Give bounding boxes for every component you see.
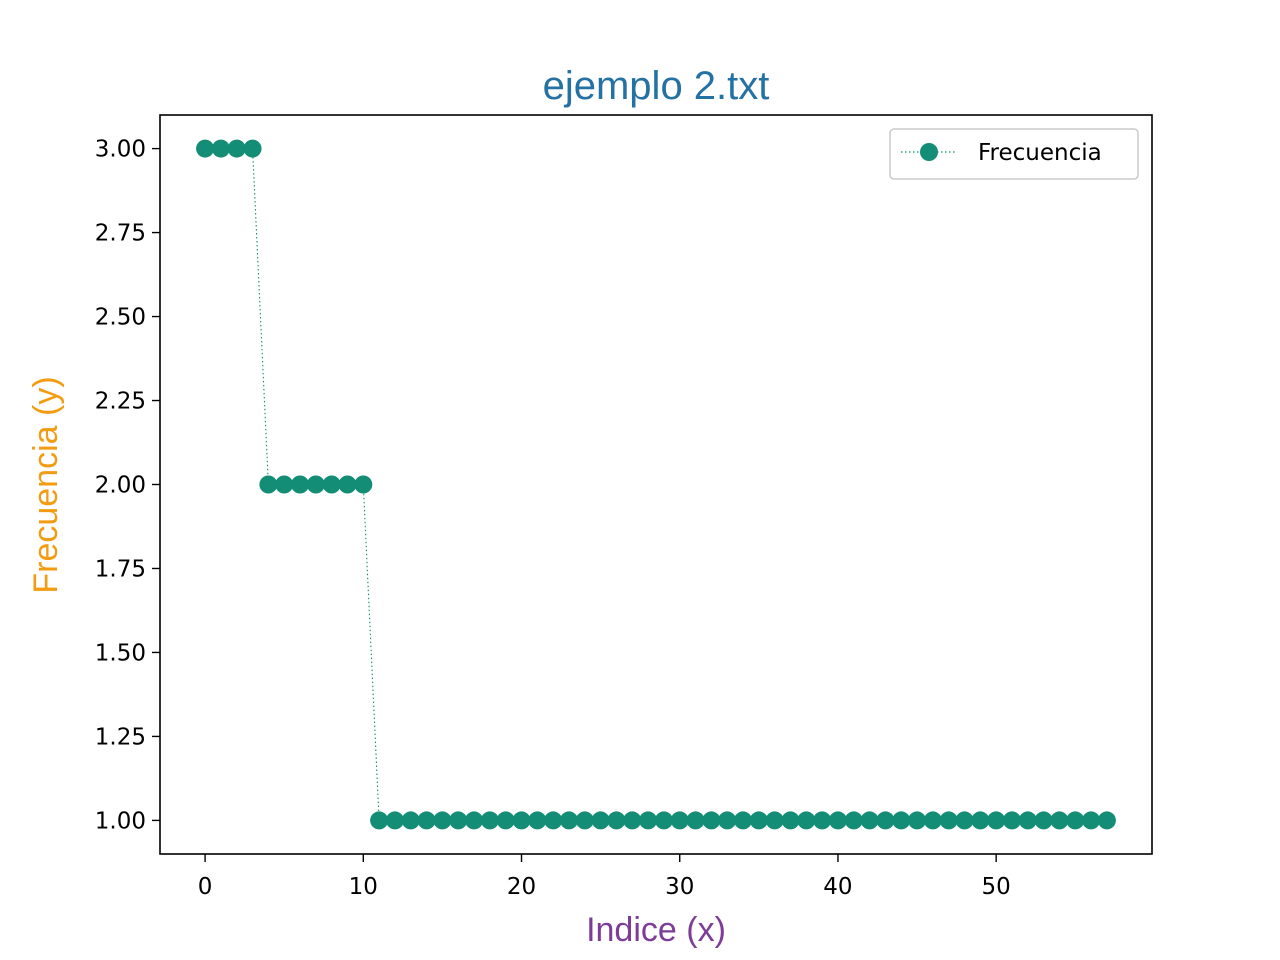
data-point bbox=[591, 811, 610, 830]
y-axis: 1.00 1.25 1.50 1.75 2.00 2.25 2.50 2.75 3.00 bbox=[95, 137, 160, 834]
data-point bbox=[923, 811, 942, 830]
x-tick-label: 30 bbox=[665, 874, 694, 900]
data-point bbox=[338, 475, 357, 494]
data-point bbox=[971, 811, 990, 830]
x-tick-label: 0 bbox=[198, 874, 213, 900]
plot-area bbox=[159, 114, 1153, 855]
data-point bbox=[813, 811, 832, 830]
x-tick-label: 10 bbox=[349, 874, 378, 900]
data-point bbox=[433, 811, 452, 830]
data-point bbox=[607, 811, 626, 830]
data-point bbox=[496, 811, 515, 830]
data-point bbox=[939, 811, 958, 830]
x-tick-label: 50 bbox=[982, 874, 1011, 900]
data-point bbox=[211, 139, 230, 158]
y-tick-label: 2.25 bbox=[95, 389, 146, 415]
data-point bbox=[449, 811, 468, 830]
data-point bbox=[1018, 811, 1037, 830]
data-point bbox=[623, 811, 642, 830]
data-point bbox=[797, 811, 816, 830]
y-tick-label: 2.50 bbox=[95, 305, 146, 331]
y-tick-label: 1.00 bbox=[95, 808, 146, 834]
data-point bbox=[860, 811, 879, 830]
y-axis-label: Frecuencia (y) bbox=[27, 376, 65, 593]
data-point bbox=[781, 811, 800, 830]
data-point bbox=[227, 139, 246, 158]
data-point bbox=[876, 811, 895, 830]
data-point bbox=[259, 475, 278, 494]
data-point bbox=[480, 811, 499, 830]
data-point bbox=[559, 811, 578, 830]
y-tick-label: 3.00 bbox=[95, 137, 146, 163]
data-point bbox=[196, 139, 215, 158]
data-point bbox=[908, 811, 927, 830]
legend-entry-frecuencia: Frecuencia bbox=[978, 140, 1102, 166]
x-tick-label: 40 bbox=[823, 874, 852, 900]
y-tick-label: 2.00 bbox=[95, 473, 146, 499]
data-point bbox=[686, 811, 705, 830]
data-point bbox=[639, 811, 658, 830]
data-point bbox=[734, 811, 753, 830]
data-point bbox=[1002, 811, 1021, 830]
data-point bbox=[1034, 811, 1053, 830]
data-point bbox=[385, 811, 404, 830]
data-point bbox=[1066, 811, 1085, 830]
data-point bbox=[955, 811, 974, 830]
data-point bbox=[828, 811, 847, 830]
data-point bbox=[354, 475, 373, 494]
data-point bbox=[1082, 811, 1101, 830]
y-tick-label: 1.75 bbox=[95, 556, 146, 582]
data-point bbox=[1097, 811, 1116, 830]
data-point bbox=[702, 811, 721, 830]
data-point bbox=[544, 811, 563, 830]
data-point bbox=[322, 475, 341, 494]
data-point bbox=[512, 811, 531, 830]
data-point bbox=[370, 811, 389, 830]
x-tick-label: 20 bbox=[507, 874, 536, 900]
data-point bbox=[291, 475, 310, 494]
data-point bbox=[987, 811, 1006, 830]
y-tick-label: 2.75 bbox=[95, 221, 146, 247]
data-point bbox=[575, 811, 594, 830]
data-point bbox=[1050, 811, 1069, 830]
data-point bbox=[892, 811, 911, 830]
data-point bbox=[765, 811, 784, 830]
data-point bbox=[306, 475, 325, 494]
data-point bbox=[670, 811, 689, 830]
series-layer bbox=[196, 139, 1116, 830]
data-point bbox=[401, 811, 420, 830]
x-axis: 0 10 20 30 40 50 bbox=[198, 854, 1011, 900]
data-point bbox=[718, 811, 737, 830]
x-axis-label: Indice (x) bbox=[586, 911, 726, 949]
data-point bbox=[275, 475, 294, 494]
legend-box bbox=[889, 128, 1139, 180]
data-point bbox=[528, 811, 547, 830]
legend: Frecuencia bbox=[889, 128, 1139, 180]
data-point bbox=[844, 811, 863, 830]
legend-marker-icon bbox=[920, 143, 938, 161]
data-point bbox=[243, 139, 262, 158]
data-point bbox=[654, 811, 673, 830]
data-point bbox=[417, 811, 436, 830]
data-point bbox=[465, 811, 484, 830]
data-point bbox=[749, 811, 768, 830]
y-tick-label: 1.50 bbox=[95, 640, 146, 666]
chart-title: ejemplo 2.txt bbox=[543, 64, 770, 108]
y-tick-label: 1.25 bbox=[95, 724, 146, 750]
